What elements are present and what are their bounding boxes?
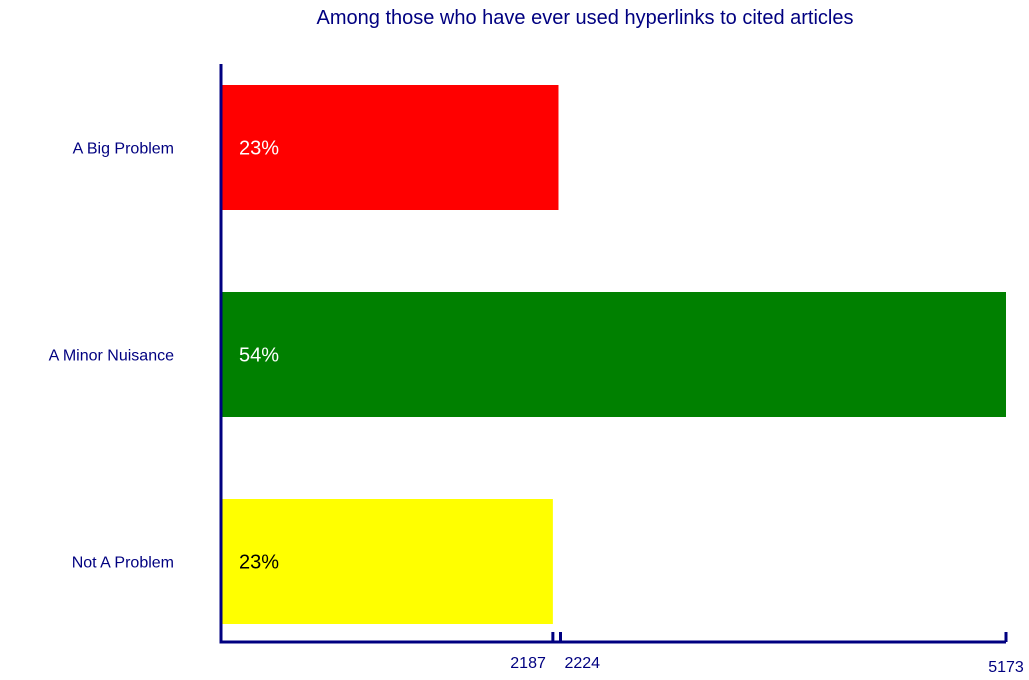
bar-value-label-a-big-problem: 23%	[239, 138, 279, 160]
category-label-not-a-problem: Not A Problem	[72, 555, 174, 572]
axis-lines	[219, 64, 1006, 644]
bar-not-a-problem	[221, 499, 553, 624]
tick-label-2224: 2224	[564, 655, 600, 672]
bar-value-label-not-a-problem: 23%	[239, 552, 279, 574]
bar-a-minor-nuisance	[221, 292, 1006, 417]
category-label-a-minor-nuisance: A Minor Nuisance	[49, 348, 174, 365]
bar-a-big-problem	[221, 85, 559, 210]
tick-label-2187: 2187	[510, 655, 546, 672]
category-label-a-big-problem: A Big Problem	[73, 141, 174, 158]
ticks-group: 2187 2224 5173	[510, 632, 1024, 676]
bar-value-label-a-minor-nuisance: 54%	[239, 345, 279, 367]
bars-group: 23% A Big Problem 54% A Minor Nuisance 23% No…	[49, 85, 1006, 624]
chart-title: Among those who have ever used hyperlink…	[317, 7, 854, 29]
tick-label-5173: 5173	[988, 659, 1024, 676]
